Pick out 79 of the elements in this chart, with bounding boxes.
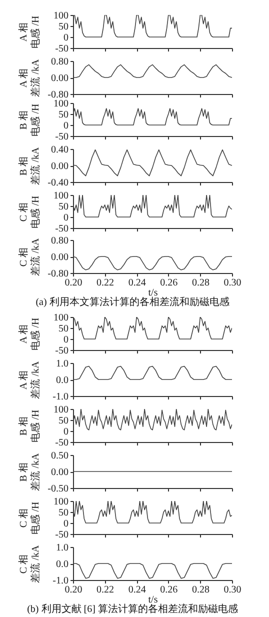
line-series	[73, 108, 232, 126]
x-tick-label: 0.22	[96, 278, 114, 288]
line-series	[73, 149, 232, 176]
y-tick-label: 0.00	[51, 73, 68, 84]
y-tick-label: 0	[64, 518, 68, 530]
y-tick-label: -50	[55, 132, 68, 142]
y-tick-label: -0.80	[48, 90, 68, 100]
x-tick-label: 0.28	[192, 584, 210, 596]
y-tick-label: 0.40	[51, 144, 68, 156]
y-axis-title: A 相差流 /kA	[18, 58, 42, 97]
y-tick-label: -0.50	[48, 484, 68, 494]
y-tick-label: 0.00	[51, 252, 68, 263]
line-series	[73, 64, 232, 78]
x-tick-label: 0.24	[128, 278, 146, 288]
y-tick-label: 50	[58, 110, 68, 120]
y-tick-label: 0.00	[51, 161, 68, 172]
y-tick-label: 0	[64, 334, 68, 346]
y-tick-label: 1.0	[56, 358, 68, 370]
y-tick-label: 50	[58, 508, 68, 518]
y-tick-label: -1.0	[52, 576, 68, 586]
y-axis-title: A 相电感 /H	[18, 318, 42, 350]
y-tick-label: 0.00	[51, 467, 68, 478]
y-tick-label: -50	[55, 530, 68, 540]
x-tick-label: 0.22	[96, 584, 114, 596]
y-tick-label: 1.0	[56, 542, 68, 554]
y-tick-label: 0.80	[51, 56, 68, 68]
y-tick-label: 100	[54, 190, 68, 202]
x-tick-label: 0.24	[128, 584, 146, 596]
x-tick-label: 0.28	[192, 278, 210, 288]
y-axis-title: C 相差流 /kA	[18, 237, 42, 276]
x-tick-label: 0.26	[160, 584, 178, 596]
x-tick-label: 0.30	[224, 584, 242, 596]
y-tick-label: -50	[55, 44, 68, 54]
y-tick-label: -0.80	[48, 268, 68, 280]
y-tick-label: -50	[55, 346, 68, 356]
line-series	[73, 256, 232, 270]
y-tick-label: -0.40	[48, 178, 68, 188]
x-tick-label: 0.20	[64, 584, 82, 596]
y-tick-label: 0.50	[51, 450, 68, 462]
line-series	[73, 195, 232, 218]
y-tick-label: 0	[64, 32, 68, 44]
y-tick-label: -1.0	[52, 392, 68, 402]
y-tick-label: 50	[58, 416, 68, 426]
line-series	[73, 317, 232, 340]
y-axis-title: B 相电感 /H	[18, 104, 42, 136]
y-tick-label: 100	[54, 496, 68, 508]
y-tick-label: 0	[64, 212, 68, 224]
x-axis-title: t/s	[148, 594, 158, 606]
x-tick-label: 0.26	[160, 278, 178, 288]
y-tick-label: 100	[54, 404, 68, 416]
y-axis-title: C 相差流 /kA	[18, 544, 42, 583]
x-tick-label: 0.30	[224, 278, 242, 288]
y-tick-label: 50	[58, 202, 68, 212]
line-series	[73, 501, 232, 524]
y-tick-label: 0.0	[56, 559, 68, 570]
text: (a) 利用本文算法计算的各相差流和励磁电感	[36, 296, 230, 308]
y-axis-title: A 相电感 /H	[18, 16, 42, 48]
text: (b) 利用文献 [6] 算法计算的各相差流和励磁电感	[27, 603, 238, 615]
y-axis-title: B 相差流 /kA	[18, 146, 42, 185]
y-tick-label: 100	[54, 10, 68, 22]
x-tick-label: 0.20	[64, 278, 82, 288]
y-axis-title: C 相电感 /H	[18, 196, 42, 228]
y-tick-label: 50	[58, 324, 68, 334]
y-tick-label: 0	[64, 120, 68, 132]
line-series	[73, 15, 232, 38]
y-tick-label: 0.0	[56, 375, 68, 386]
y-axis-title: A 相差流 /kA	[18, 360, 42, 399]
y-tick-label: -50	[55, 224, 68, 234]
y-tick-label: 100	[54, 98, 68, 110]
y-axis-title: C 相电感 /H	[18, 502, 42, 534]
y-tick-label: 50	[58, 22, 68, 32]
y-axis-title: B 相差流 /kA	[18, 452, 42, 491]
y-tick-label: -50	[55, 438, 68, 448]
y-axis-title: B 相电感 /H	[18, 410, 42, 442]
y-tick-label: 100	[54, 312, 68, 324]
y-tick-label: 0.80	[51, 236, 68, 246]
line-series	[73, 366, 232, 380]
line-series	[73, 409, 232, 430]
y-tick-label: 0	[64, 426, 68, 438]
